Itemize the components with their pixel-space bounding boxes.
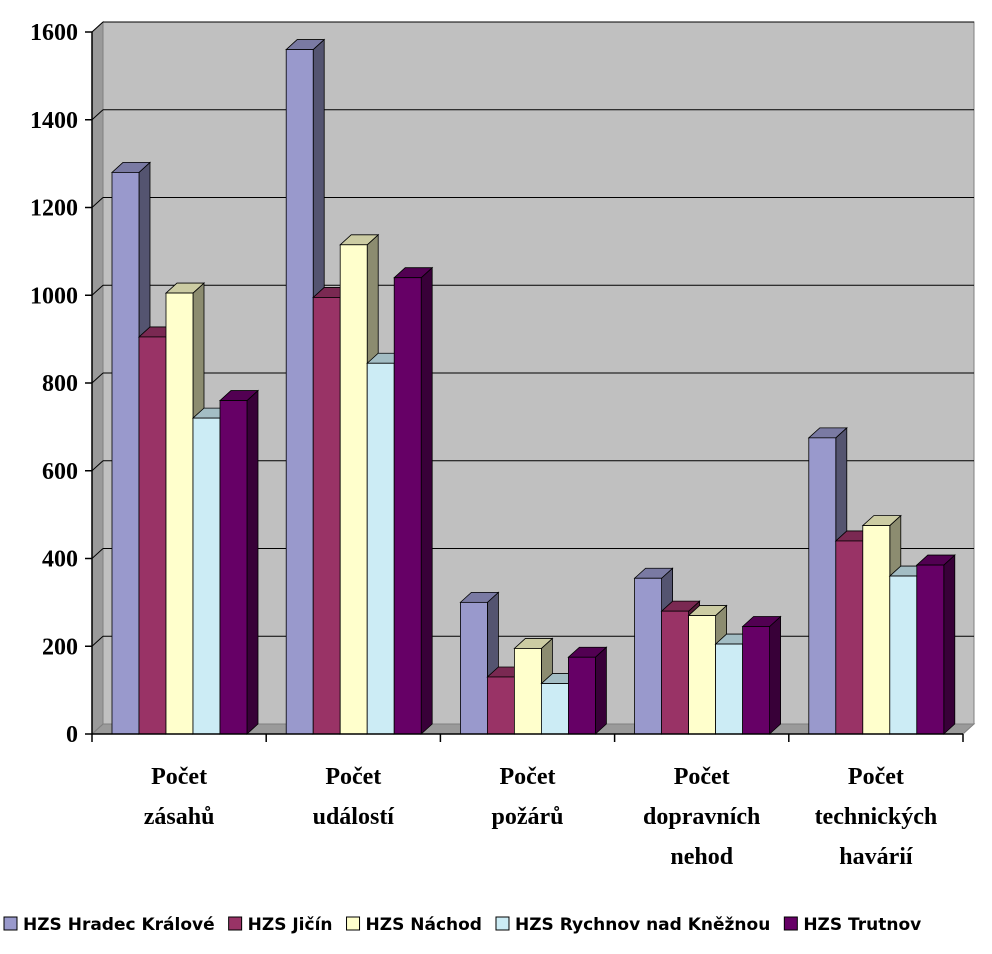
bar-side bbox=[943, 554, 956, 735]
bar-front bbox=[634, 577, 662, 735]
category-label: technických bbox=[815, 804, 938, 830]
bar-side bbox=[595, 646, 607, 735]
bar-front bbox=[835, 540, 864, 735]
category-label: událostí bbox=[313, 804, 395, 830]
legend-swatch bbox=[495, 916, 510, 931]
bar-front bbox=[285, 49, 314, 735]
bar-front bbox=[165, 292, 194, 735]
legend-swatch bbox=[783, 916, 798, 931]
y-tick-label: 1000 bbox=[30, 283, 78, 309]
category-label: nehod bbox=[670, 844, 733, 870]
bar-front bbox=[715, 643, 743, 735]
y-tick-label: 1200 bbox=[30, 196, 78, 222]
y-tick-label: 600 bbox=[42, 459, 78, 485]
category-label: Počet bbox=[325, 764, 381, 790]
bar-front bbox=[514, 648, 542, 735]
bar-front bbox=[111, 171, 140, 735]
category-label: Počet bbox=[674, 764, 730, 790]
bar-front bbox=[192, 417, 221, 735]
legend-swatch bbox=[3, 916, 18, 931]
bar bbox=[218, 389, 260, 735]
category-label: Počet bbox=[500, 764, 556, 790]
legend-item: HZS Rychnov nad Kněžnou bbox=[495, 915, 770, 935]
bar-front bbox=[393, 277, 422, 735]
legend-label: HZS Náchod bbox=[366, 915, 482, 935]
gridline-diag bbox=[91, 372, 104, 384]
category-label: havárií bbox=[839, 844, 913, 870]
bar bbox=[807, 426, 848, 735]
y-tick-label: 0 bbox=[66, 722, 78, 748]
bar bbox=[741, 615, 782, 735]
gridline-diag bbox=[91, 284, 104, 296]
y-tick-label: 400 bbox=[42, 547, 78, 573]
y-axis-ticks: 0 200 400 600 800 1000 1200 1400 1600 bbox=[30, 20, 92, 748]
legend-item: HZS Náchod bbox=[346, 915, 482, 935]
bar-side bbox=[246, 389, 259, 735]
bar bbox=[915, 554, 956, 735]
gridline-diag bbox=[91, 635, 104, 647]
category-label: Počet bbox=[151, 764, 207, 790]
category-label: požárů bbox=[492, 804, 564, 830]
bars bbox=[110, 38, 956, 735]
bar bbox=[393, 266, 434, 735]
gridline-diag bbox=[91, 548, 104, 559]
bar-front bbox=[138, 336, 167, 735]
bar-front bbox=[889, 575, 918, 735]
bar-front bbox=[808, 437, 837, 735]
legend-label: HZS Jičín bbox=[248, 915, 333, 935]
bar-side bbox=[769, 615, 781, 735]
bar-front bbox=[486, 676, 515, 735]
bar-side bbox=[420, 266, 433, 735]
category-label: Počet bbox=[848, 764, 904, 790]
gridline-diag bbox=[91, 21, 104, 33]
bar-front bbox=[312, 297, 341, 735]
category-label: dopravních bbox=[643, 804, 760, 830]
legend-label: HZS Hradec Králové bbox=[23, 915, 215, 935]
bar-front bbox=[219, 400, 248, 735]
gridline-diag bbox=[91, 460, 104, 472]
category-label: zásahů bbox=[144, 804, 215, 830]
bar-front bbox=[568, 656, 596, 735]
bar-front bbox=[366, 362, 395, 735]
y-tick-label: 1600 bbox=[30, 20, 78, 46]
bar-front bbox=[862, 525, 891, 735]
legend: HZS Hradec Králové HZS Jičín HZS Náchod HZS… bbox=[3, 915, 921, 935]
gridline-diag bbox=[91, 109, 104, 121]
y-tick-label: 200 bbox=[42, 634, 78, 660]
y-tick-label: 800 bbox=[42, 371, 78, 397]
legend-swatch bbox=[228, 916, 243, 931]
legend-label: HZS Trutnov bbox=[803, 915, 921, 935]
legend-swatch bbox=[346, 916, 361, 931]
legend-item: HZS Jičín bbox=[228, 915, 333, 935]
bar-front bbox=[916, 564, 945, 735]
legend-item: HZS Trutnov bbox=[783, 915, 921, 935]
gridline-diag bbox=[91, 197, 104, 208]
legend-label: HZS Rychnov nad Kněžnou bbox=[515, 915, 770, 935]
y-tick-label: 1400 bbox=[30, 108, 78, 134]
bar-front bbox=[459, 601, 488, 735]
bar-front bbox=[742, 626, 770, 735]
x-axis-ticks: Počet zásahů Počet událostí Počet požárů Počet… bbox=[91, 734, 964, 870]
bar-front bbox=[661, 610, 689, 735]
bar-front bbox=[339, 244, 368, 735]
bar bbox=[567, 646, 608, 735]
legend-item: HZS Hradec Králové bbox=[3, 915, 215, 935]
bar-front bbox=[688, 615, 716, 735]
bar-front bbox=[541, 683, 569, 735]
